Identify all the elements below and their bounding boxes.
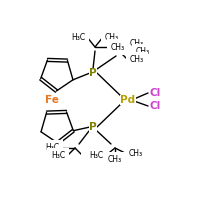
Text: CH₃: CH₃ bbox=[136, 47, 150, 56]
Text: Cl: Cl bbox=[150, 88, 161, 98]
Text: Fe: Fe bbox=[45, 95, 59, 105]
Text: CH₃: CH₃ bbox=[129, 150, 143, 158]
Text: CH₃: CH₃ bbox=[105, 32, 119, 42]
Text: Cl: Cl bbox=[150, 101, 161, 111]
Text: CH₃: CH₃ bbox=[130, 55, 144, 64]
Text: P: P bbox=[89, 122, 97, 132]
Text: H₃C: H₃C bbox=[71, 32, 85, 42]
Text: H₃C: H₃C bbox=[45, 144, 59, 152]
Text: H₃C: H₃C bbox=[51, 152, 65, 160]
Text: H₃C: H₃C bbox=[89, 152, 103, 160]
Text: P: P bbox=[89, 68, 97, 78]
Text: CH₃: CH₃ bbox=[130, 40, 144, 48]
Text: CH₃: CH₃ bbox=[108, 156, 122, 164]
Text: Pd: Pd bbox=[120, 95, 136, 105]
Text: CH₃: CH₃ bbox=[111, 43, 125, 51]
Text: CH₃: CH₃ bbox=[85, 152, 99, 160]
